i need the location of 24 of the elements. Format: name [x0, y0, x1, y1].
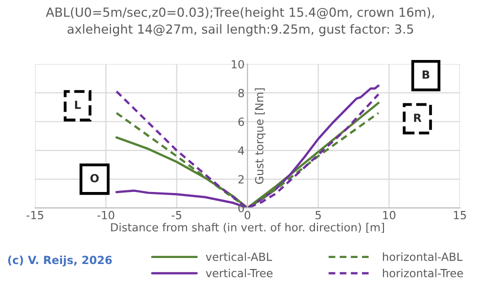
y-tick-label: 10: [232, 60, 244, 68]
legend-label: horizontal-Tree: [382, 268, 463, 278]
y-tick-label: 6: [238, 118, 244, 126]
x-tick-label: -15: [26, 211, 44, 220]
annotation: R: [414, 114, 422, 122]
x-tick-label: 0: [244, 210, 250, 220]
text: (c) V. Reijs, 2026: [8, 256, 112, 266]
legend-label: vertical-ABL: [206, 252, 272, 261]
y-tick-label: 4: [238, 146, 244, 155]
x-tick-label: 15: [454, 211, 466, 220]
annotation: B: [422, 70, 430, 79]
x-tick-label: 5: [316, 211, 321, 220]
annotation: O: [90, 174, 99, 182]
y-tick-label: 2: [238, 175, 244, 184]
x-axis-title: Distance from shaft (in vert. of hor. direction) [m]: [111, 222, 384, 233]
y-tick-label: 8: [238, 88, 244, 98]
annotation: L: [75, 100, 81, 109]
x-tick-label: 10: [383, 210, 396, 220]
x-tick-label: -5: [172, 211, 182, 220]
y-axis-title: Gust torque [Nm]: [254, 88, 266, 184]
legend-label: horizontal-ABL: [382, 252, 462, 261]
legend-label: vertical-Tree: [206, 268, 272, 278]
chart-title: ABL(U0=5m/sec,z0=0.03);Tree(height 15.4@0m, crown 16m), axleheight 14@27m, sail length:9.25m, gust factor: 3.5: [46, 7, 434, 36]
x-tick-label: -10: [97, 210, 114, 220]
